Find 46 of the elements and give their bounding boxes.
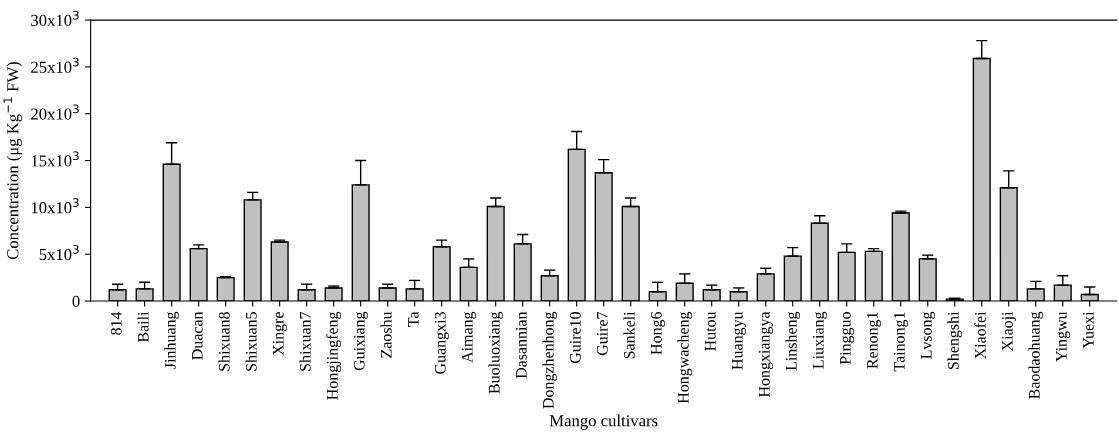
x-tick-label: Xingre	[272, 312, 287, 356]
x-tick-label: Baodaohuang	[1028, 311, 1044, 399]
x-tick-label: Baili	[137, 311, 149, 343]
x-tick-label: Guixiang	[353, 311, 368, 371]
x-tick-label: Ta	[408, 311, 419, 327]
y-tick-label: 15x10$^{3}$	[31, 151, 79, 167]
x-tick-label: Liuxiang	[812, 311, 827, 369]
x-tick-label: Tainong1	[893, 312, 908, 372]
y-tick-label: 5x10$^{3}$	[39, 244, 79, 261]
y-axis-title: Concentration (μg Kg$^{−1}$ FW)	[3, 62, 22, 260]
x-tick-label: Lvsong	[921, 311, 935, 359]
x-tick-label: Shixuan5	[245, 312, 257, 371]
x-tick-label: Hongjingfeng	[326, 311, 342, 400]
x-tick-label: Hongwacheng	[677, 311, 692, 404]
x-tick-label: Huangyu	[732, 311, 746, 370]
x-tick-label: Hong6	[650, 311, 665, 355]
x-tick-label: Guire10	[569, 312, 581, 364]
x-tick-label: Sankeli	[623, 311, 635, 359]
y-tick-label: 10x10$^{3}$	[31, 198, 79, 214]
x-tick-label: Shixuan7	[299, 311, 311, 371]
x-tick-label: Buoluoxiang	[488, 311, 503, 394]
y-tick-label: 25x10$^{3}$	[31, 57, 79, 73]
x-tick-label: Duacan	[192, 311, 203, 360]
y-tick-label: 0	[72, 295, 80, 307]
x-tick-label: Shixuan8	[218, 312, 230, 371]
x-tick-label: Xiaofei	[974, 311, 986, 360]
x-axis-title: Mango cultivars	[549, 414, 658, 430]
x-tick-label: Guire7	[596, 311, 608, 356]
x-tick-label: 814	[110, 311, 122, 335]
x-tick-label: Zaoshu	[380, 311, 392, 358]
x-tick-label: Shengshi	[947, 311, 963, 369]
x-tick-label: Renong1	[866, 312, 881, 369]
x-tick-label: Yingwu	[1055, 311, 1070, 362]
y-tick-label: 30x10$^{3}$	[31, 10, 79, 26]
x-tick-label: Hongxiangya	[758, 311, 773, 398]
x-tick-label: Linsheng	[785, 311, 800, 371]
x-tick-label: Jinhuang	[164, 311, 179, 369]
x-tick-label: Pingguo	[839, 312, 854, 365]
x-tick-label: Guangxi3	[434, 312, 449, 374]
y-tick-label: 20x10$^{3}$	[31, 104, 79, 120]
x-tick-label: Dasannian	[515, 311, 527, 379]
x-tick-label: Xiaoji	[1002, 311, 1016, 352]
x-tick-label: Yuexi	[1083, 311, 1094, 349]
x-tick-label: Aimang	[461, 311, 476, 363]
x-tick-label: Hutou	[705, 311, 716, 351]
x-tick-label: Dongzhenhong	[542, 311, 557, 409]
